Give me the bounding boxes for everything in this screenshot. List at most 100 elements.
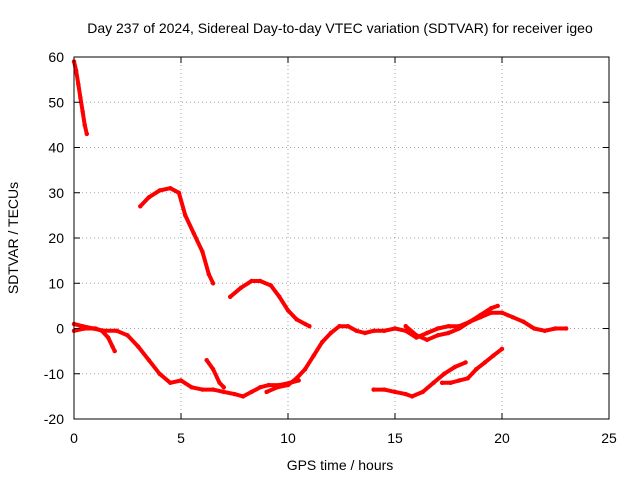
y-tick-label: 10	[48, 275, 64, 291]
data-point	[183, 213, 188, 218]
series-line-arc-8	[403, 303, 500, 342]
data-point	[277, 294, 282, 299]
data-point	[168, 380, 173, 385]
data-point	[204, 358, 209, 363]
data-point	[403, 391, 408, 397]
data-point	[371, 328, 376, 333]
data-point	[206, 272, 211, 277]
data-point	[431, 380, 436, 385]
data-point	[264, 389, 269, 395]
data-point	[82, 122, 87, 128]
data-point	[531, 326, 537, 331]
data-point	[302, 367, 308, 372]
data-point	[176, 190, 182, 195]
data-point	[452, 364, 458, 370]
data-point	[424, 337, 430, 342]
data-point	[467, 319, 473, 324]
data-point	[521, 319, 526, 324]
data-point	[564, 326, 569, 331]
data-point	[382, 387, 387, 392]
data-point	[302, 321, 308, 327]
data-point	[448, 380, 453, 385]
y-tick-label: 20	[48, 230, 64, 246]
series-line-arc-3	[228, 279, 312, 329]
y-tick-label: -20	[44, 411, 64, 427]
data-point	[136, 344, 141, 349]
data-point	[210, 281, 216, 286]
data-point	[362, 330, 368, 336]
data-point	[217, 380, 222, 385]
data-point	[420, 389, 425, 395]
data-point	[73, 68, 79, 73]
data-point	[146, 195, 152, 200]
data-point	[478, 312, 483, 318]
data-point	[499, 346, 505, 352]
axis-ticks: 0 5 10 15 20 25 -20 -10 0 10 20 30 40 50 60	[44, 49, 617, 446]
data-point	[465, 376, 470, 381]
data-point	[157, 188, 162, 193]
data-point	[84, 131, 90, 137]
data-point	[345, 324, 351, 329]
data-point	[482, 360, 488, 365]
y-axis-label: SDTVAR / TECUs	[5, 182, 21, 294]
grid-lines	[74, 57, 609, 419]
data-point	[553, 326, 558, 331]
data-point	[258, 385, 263, 390]
data-point	[403, 324, 408, 329]
data-point	[228, 294, 233, 299]
data-point	[221, 385, 226, 390]
data-point	[80, 109, 85, 114]
data-point	[240, 394, 246, 399]
data-point	[491, 353, 496, 358]
data-point	[178, 378, 184, 383]
x-tick-label: 5	[177, 430, 185, 446]
data-point	[392, 389, 398, 395]
data-point	[294, 317, 299, 322]
x-tick-label: 25	[601, 430, 617, 446]
data-point	[435, 333, 440, 338]
x-tick-label: 10	[280, 430, 296, 446]
x-tick-label: 0	[70, 430, 78, 446]
data-point	[320, 339, 325, 345]
data-point	[337, 324, 342, 329]
data-point	[238, 285, 244, 290]
data-point	[138, 204, 143, 209]
data-point	[489, 310, 494, 315]
data-point	[354, 328, 359, 333]
data-point	[392, 326, 398, 331]
data-point	[146, 358, 152, 363]
y-tick-label: -10	[44, 366, 64, 382]
y-tick-label: 60	[48, 49, 64, 65]
y-tick-label: 50	[48, 94, 64, 110]
data-point	[221, 389, 226, 395]
data-series-group	[71, 59, 569, 399]
data-point	[232, 391, 237, 397]
data-point	[112, 348, 117, 354]
data-point	[457, 378, 462, 383]
data-point	[76, 81, 81, 87]
data-point	[157, 371, 162, 376]
y-tick-label: 0	[56, 321, 64, 337]
series-line-arc-9	[371, 360, 468, 399]
data-point	[285, 308, 291, 313]
data-point	[457, 326, 462, 331]
x-axis-label: GPS time / hours	[287, 457, 394, 473]
data-point	[311, 353, 316, 358]
data-point	[409, 394, 415, 399]
data-point	[125, 333, 130, 338]
data-point	[382, 328, 387, 333]
data-point	[474, 367, 479, 372]
data-point	[266, 382, 271, 388]
series-line-arc-2	[138, 186, 216, 286]
x-tick-label: 20	[494, 430, 510, 446]
data-point	[210, 367, 216, 372]
data-point	[442, 371, 447, 376]
data-point	[106, 335, 111, 340]
data-point	[495, 303, 500, 309]
data-point	[114, 328, 120, 333]
data-point	[191, 231, 196, 236]
data-point	[294, 376, 299, 381]
data-point	[414, 333, 419, 338]
data-point	[189, 385, 194, 390]
